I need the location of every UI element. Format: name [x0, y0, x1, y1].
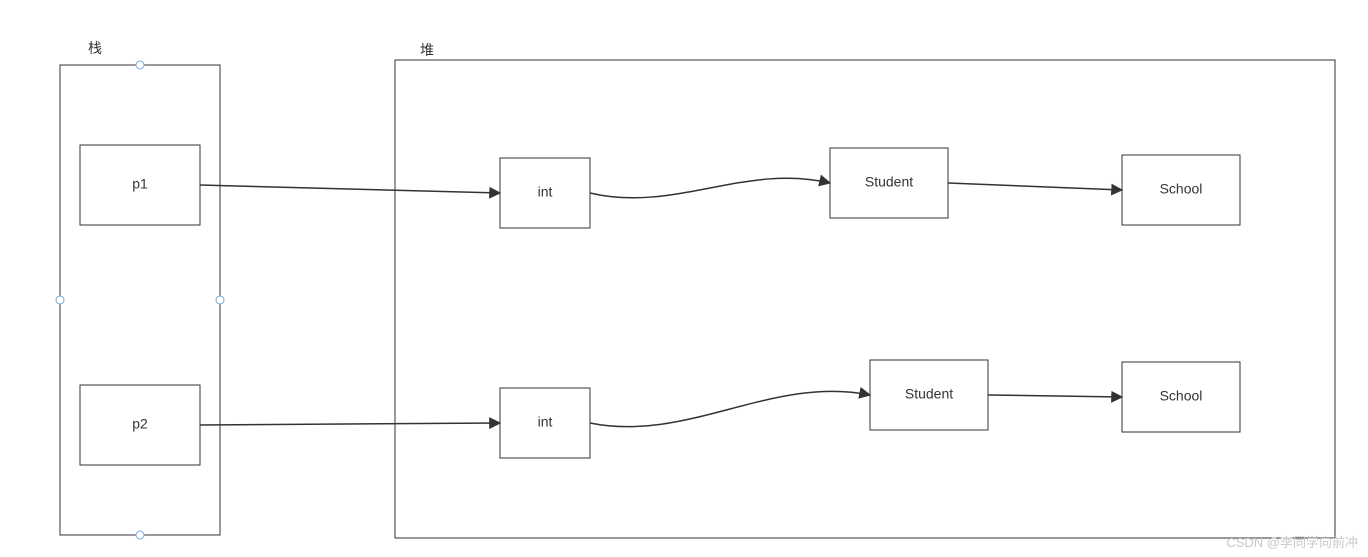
node-label-p1: p1: [132, 176, 148, 192]
selection-handle: [216, 296, 224, 304]
edge-int1-student1: [590, 178, 830, 198]
node-label-int1: int: [538, 184, 553, 200]
edge-p1-int1: [200, 185, 500, 193]
edge-int2-student2: [590, 391, 870, 426]
edge-student2-school2: [988, 395, 1122, 397]
node-label-school1: School: [1160, 181, 1203, 197]
node-label-int2: int: [538, 414, 553, 430]
heap-title: 堆: [420, 40, 434, 60]
node-label-school2: School: [1160, 388, 1203, 404]
node-label-student1: Student: [865, 174, 913, 190]
edge-p2-int2: [200, 423, 500, 425]
selection-handle: [136, 61, 144, 69]
diagram-canvas: p1 p2 int int Student Student School School: [0, 0, 1368, 557]
selection-handle: [136, 531, 144, 539]
node-label-p2: p2: [132, 416, 148, 432]
heap-container: [395, 60, 1335, 538]
stack-title: 栈: [88, 38, 102, 58]
watermark-text: CSDN @李同学向前冲: [1226, 532, 1358, 551]
node-label-student2: Student: [905, 386, 953, 402]
edge-student1-school1: [948, 183, 1122, 190]
selection-handle: [56, 296, 64, 304]
